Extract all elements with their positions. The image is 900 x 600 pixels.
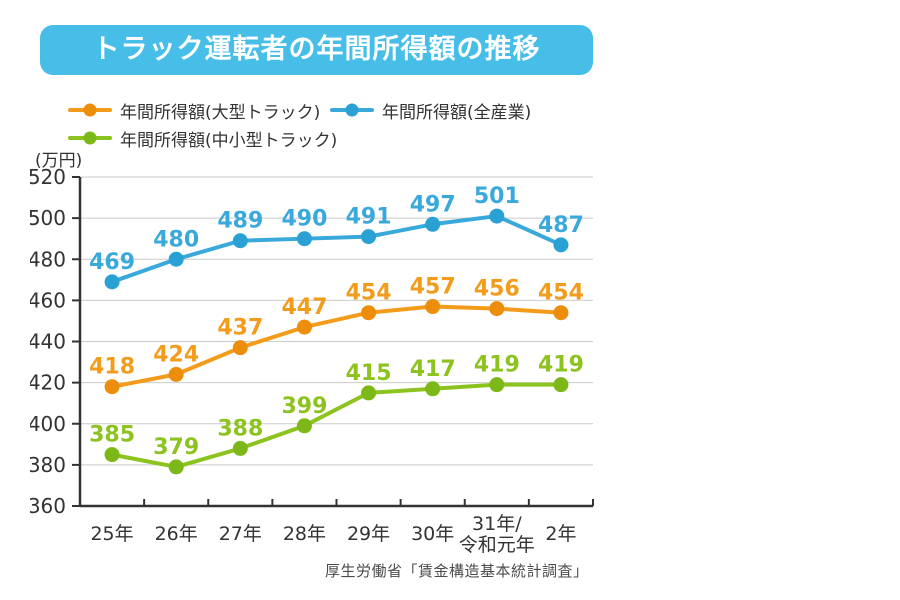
series-line-marker-icon bbox=[68, 103, 112, 117]
svg-text:380: 380 bbox=[30, 453, 66, 477]
svg-text:29年: 29年 bbox=[347, 523, 390, 545]
svg-text:487: 487 bbox=[538, 213, 584, 238]
legend-label: 年間所得額(全産業) bbox=[382, 102, 532, 123]
svg-text:27年: 27年 bbox=[219, 523, 262, 545]
source-caption: 厚生労働省「賃金構造基本統計調査」 bbox=[325, 562, 589, 580]
y-axis-unit-label: (万円) bbox=[35, 151, 83, 171]
svg-text:489: 489 bbox=[217, 209, 263, 234]
svg-text:420: 420 bbox=[30, 371, 66, 395]
svg-text:469: 469 bbox=[89, 250, 135, 275]
svg-text:419: 419 bbox=[538, 353, 584, 378]
svg-text:490: 490 bbox=[281, 207, 327, 232]
series-dot-icon bbox=[83, 131, 97, 145]
legend-item-small-medium-truck: 年間所得額(中小型トラック) bbox=[68, 126, 337, 151]
svg-text:500: 500 bbox=[30, 206, 66, 230]
svg-text:2年: 2年 bbox=[545, 523, 576, 545]
svg-text:440: 440 bbox=[30, 330, 66, 354]
svg-text:454: 454 bbox=[346, 281, 392, 306]
svg-text:385: 385 bbox=[89, 423, 135, 448]
legend-label: 年間所得額(大型トラック) bbox=[120, 102, 321, 123]
svg-text:417: 417 bbox=[410, 357, 456, 382]
svg-text:454: 454 bbox=[538, 281, 584, 306]
chart-area: 360 380 400 420 440 460 480 500 520 25年 26年 27年 28年 2… bbox=[28, 150, 640, 560]
svg-text:480: 480 bbox=[153, 227, 199, 252]
line-chart: 360 380 400 420 440 460 480 500 520 25年 26年 27年 28年 2… bbox=[28, 165, 594, 556]
svg-text:480: 480 bbox=[30, 247, 66, 271]
svg-text:28年: 28年 bbox=[283, 523, 326, 545]
series-line-marker-icon bbox=[68, 131, 112, 145]
svg-text:379: 379 bbox=[153, 435, 199, 460]
svg-text:399: 399 bbox=[281, 394, 327, 419]
svg-text:31年/: 31年/ bbox=[472, 513, 522, 535]
svg-text:457: 457 bbox=[410, 275, 456, 300]
legend-item-large-truck: 年間所得額(大型トラック) bbox=[68, 98, 330, 123]
svg-text:400: 400 bbox=[30, 412, 66, 436]
svg-text:447: 447 bbox=[281, 295, 327, 320]
legend-label: 年間所得額(中小型トラック) bbox=[120, 130, 338, 151]
svg-text:491: 491 bbox=[346, 205, 392, 230]
svg-text:437: 437 bbox=[217, 316, 263, 341]
svg-text:419: 419 bbox=[474, 353, 520, 378]
series-dot-icon bbox=[345, 103, 359, 117]
svg-text:25年: 25年 bbox=[90, 523, 133, 545]
legend: 年間所得額(大型トラック) 年間所得額(全産業) 年間所得額(中小型トラック) bbox=[68, 98, 532, 151]
svg-text:424: 424 bbox=[153, 342, 199, 367]
svg-text:415: 415 bbox=[346, 361, 392, 386]
legend-item-all-industries: 年間所得額(全産業) bbox=[330, 98, 532, 123]
title-banner: トラック運転者の年間所得額の推移 bbox=[40, 25, 593, 75]
svg-text:30年: 30年 bbox=[411, 523, 454, 545]
svg-text:418: 418 bbox=[89, 355, 135, 380]
svg-text:26年: 26年 bbox=[155, 523, 198, 545]
svg-text:460: 460 bbox=[30, 288, 66, 312]
svg-text:497: 497 bbox=[410, 192, 456, 217]
svg-text:501: 501 bbox=[474, 184, 520, 209]
svg-text:388: 388 bbox=[217, 416, 263, 441]
svg-text:456: 456 bbox=[474, 277, 520, 302]
svg-text:360: 360 bbox=[30, 494, 66, 518]
page-title: トラック運転者の年間所得額の推移 bbox=[92, 34, 541, 65]
series-dot-icon bbox=[83, 103, 97, 117]
svg-text:520: 520 bbox=[30, 165, 66, 189]
series-line-marker-icon bbox=[330, 103, 374, 117]
svg-text:令和元年: 令和元年 bbox=[459, 534, 535, 556]
